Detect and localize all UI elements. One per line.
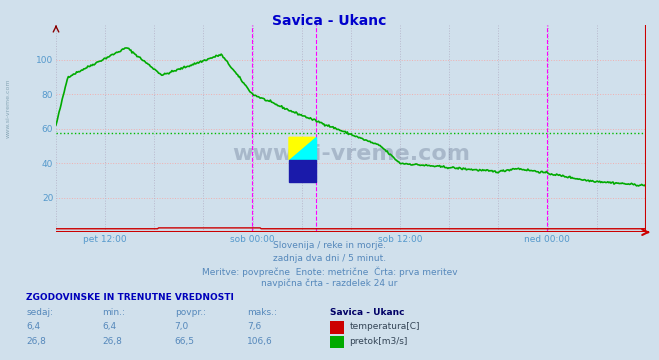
Text: 26,8: 26,8: [26, 337, 46, 346]
Text: min.:: min.:: [102, 308, 125, 317]
Text: ZGODOVINSKE IN TRENUTNE VREDNOSTI: ZGODOVINSKE IN TRENUTNE VREDNOSTI: [26, 293, 234, 302]
Text: www.si-vreme.com: www.si-vreme.com: [232, 144, 470, 163]
Polygon shape: [289, 137, 316, 160]
Text: sedaj:: sedaj:: [26, 308, 53, 317]
Text: 6,4: 6,4: [26, 322, 40, 331]
Text: Meritve: povprečne  Enote: metrične  Črta: prva meritev: Meritve: povprečne Enote: metrične Črta:…: [202, 266, 457, 277]
Text: pretok[m3/s]: pretok[m3/s]: [349, 337, 408, 346]
Text: 66,5: 66,5: [175, 337, 194, 346]
Text: temperatura[C]: temperatura[C]: [349, 322, 420, 331]
Text: Savica - Ukanc: Savica - Ukanc: [330, 308, 404, 317]
Text: Savica - Ukanc: Savica - Ukanc: [272, 14, 387, 28]
Text: zadnja dva dni / 5 minut.: zadnja dva dni / 5 minut.: [273, 254, 386, 263]
Text: navpična črta - razdelek 24 ur: navpična črta - razdelek 24 ur: [262, 279, 397, 288]
Text: maks.:: maks.:: [247, 308, 277, 317]
Polygon shape: [289, 137, 316, 160]
Bar: [289, 160, 316, 182]
Text: povpr.:: povpr.:: [175, 308, 206, 317]
Text: 26,8: 26,8: [102, 337, 122, 346]
Text: 106,6: 106,6: [247, 337, 273, 346]
Text: 7,0: 7,0: [175, 322, 189, 331]
Text: 6,4: 6,4: [102, 322, 116, 331]
Text: 7,6: 7,6: [247, 322, 262, 331]
Text: www.si-vreme.com: www.si-vreme.com: [5, 78, 11, 138]
Text: Slovenija / reke in morje.: Slovenija / reke in morje.: [273, 241, 386, 250]
